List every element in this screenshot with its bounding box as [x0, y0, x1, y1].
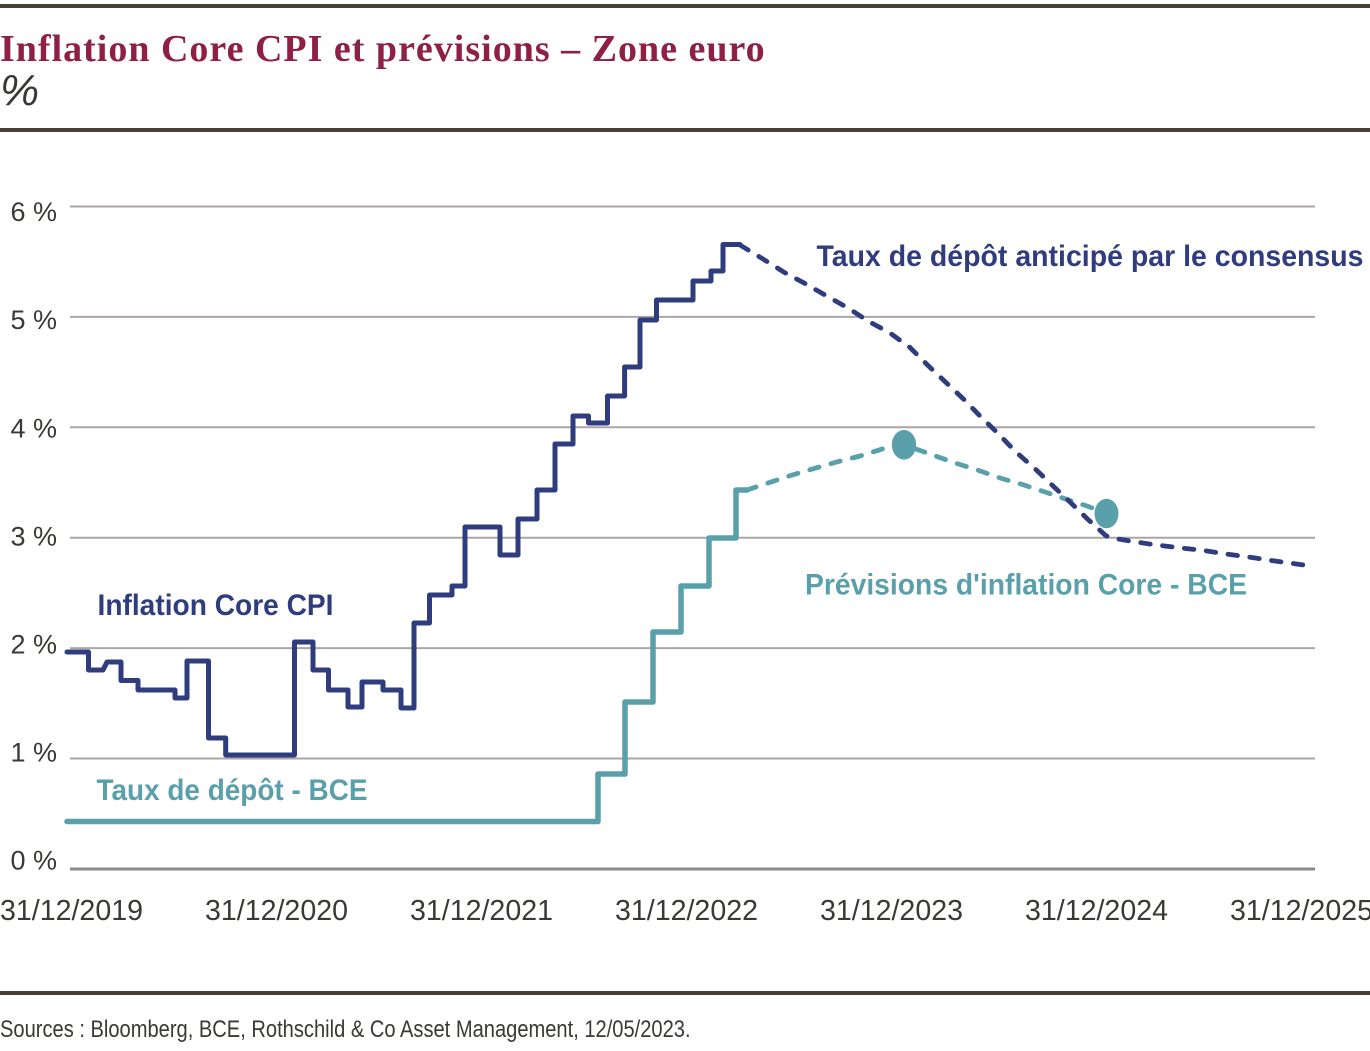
- svg-text:2 %: 2 %: [10, 629, 57, 659]
- svg-text:31/12/2021: 31/12/2021: [410, 895, 553, 927]
- svg-text:0 %: 0 %: [10, 846, 57, 876]
- svg-text:4 %: 4 %: [10, 413, 57, 443]
- svg-text:31/12/2024: 31/12/2024: [1025, 895, 1168, 927]
- svg-text:31/12/2019: 31/12/2019: [0, 895, 143, 927]
- svg-text:Taux de dépôt anticipé par le: Taux de dépôt anticipé par le consensus: [817, 240, 1364, 273]
- svg-text:31/12/2020: 31/12/2020: [205, 895, 348, 927]
- svg-text:31/12/2023: 31/12/2023: [820, 895, 963, 927]
- svg-text:Prévisions d'inflation Core -: Prévisions d'inflation Core - BCE: [805, 569, 1247, 602]
- svg-text:1 %: 1 %: [10, 738, 57, 768]
- svg-text:5 %: 5 %: [10, 305, 57, 335]
- svg-text:31/12/2022: 31/12/2022: [615, 895, 758, 927]
- svg-text:6 %: 6 %: [10, 197, 57, 227]
- svg-text:31/12/2025: 31/12/2025: [1230, 895, 1370, 927]
- svg-text:Taux de dépôt - BCE: Taux de dépôt - BCE: [97, 774, 368, 807]
- svg-text:Inflation Core CPI: Inflation Core CPI: [98, 589, 334, 622]
- svg-text:3 %: 3 %: [10, 521, 57, 551]
